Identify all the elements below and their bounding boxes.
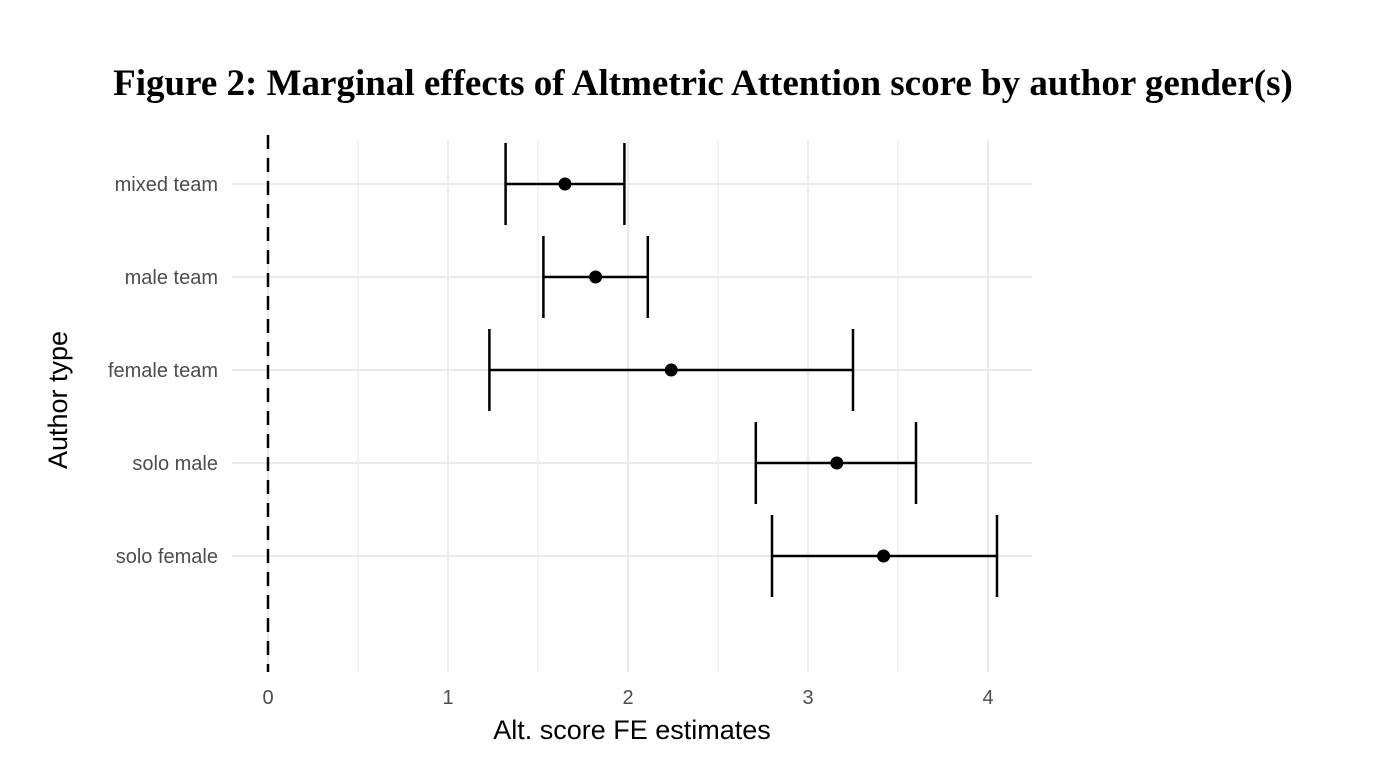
y-axis-label: Author type [43, 331, 73, 469]
y-tick-label: male team [125, 267, 218, 289]
chart-title: Figure 2: Marginal effects of Altmetric … [113, 63, 1293, 104]
estimate-point [664, 363, 678, 377]
x-tick-label: 3 [802, 687, 813, 709]
estimate-point [589, 270, 603, 284]
y-tick-label: solo male [132, 453, 218, 475]
x-tick-label: 0 [262, 687, 273, 709]
x-tick-label: 4 [982, 687, 993, 709]
x-tick-label: 2 [622, 687, 633, 709]
estimate-point [830, 456, 844, 470]
x-axis-label: Alt. score FE estimates [493, 715, 771, 745]
x-tick-label: 1 [442, 687, 453, 709]
y-tick-label: solo female [116, 546, 218, 568]
estimate-point [877, 549, 891, 563]
estimate-point [558, 177, 572, 191]
y-tick-label: female team [108, 360, 218, 382]
y-tick-label: mixed team [115, 174, 218, 196]
